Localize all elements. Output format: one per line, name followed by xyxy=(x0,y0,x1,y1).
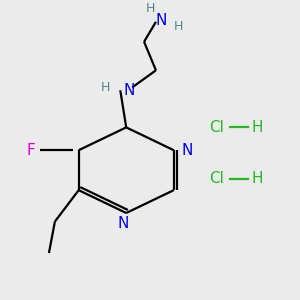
Text: N: N xyxy=(181,143,193,158)
Text: N: N xyxy=(156,13,167,28)
Text: H: H xyxy=(174,20,183,33)
Text: F: F xyxy=(27,143,35,158)
Text: N: N xyxy=(123,83,135,98)
Text: H: H xyxy=(251,171,262,186)
Text: Cl: Cl xyxy=(209,120,224,135)
Text: N: N xyxy=(118,216,129,231)
Text: H: H xyxy=(145,2,155,15)
Text: H: H xyxy=(251,120,262,135)
Text: Cl: Cl xyxy=(209,171,224,186)
Text: H: H xyxy=(101,81,110,94)
